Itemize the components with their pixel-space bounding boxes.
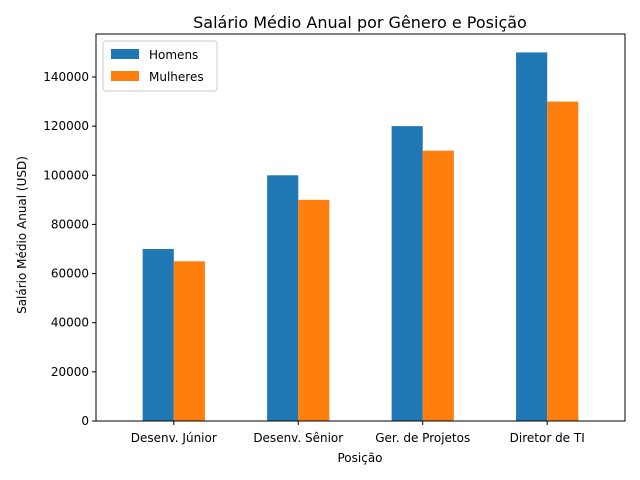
x-tick-label: Diretor de TI xyxy=(510,431,585,445)
bar-mulheres-1 xyxy=(298,199,330,421)
y-tick-label: 100000 xyxy=(43,168,89,182)
y-tick-label: 20000 xyxy=(51,365,89,379)
bar-mulheres-3 xyxy=(547,101,579,422)
x-tick-label: Desenv. Sênior xyxy=(253,431,343,445)
chart-title: Salário Médio Anual por Gênero e Posição xyxy=(193,13,527,32)
y-tick-label: 0 xyxy=(81,414,89,428)
x-tick-label: Ger. de Projetos xyxy=(375,431,470,445)
y-tick-label: 80000 xyxy=(51,217,89,231)
x-axis-label: Posição xyxy=(337,451,382,465)
y-tick-label: 40000 xyxy=(51,316,89,330)
bar-homens-2 xyxy=(391,126,423,422)
y-axis: 0 20000 40000 60000 80000 100000 120000 140000 xyxy=(43,70,96,428)
legend-label-mulheres: Mulheres xyxy=(149,70,204,84)
x-axis: Desenv. Júnior Desenv. Sênior Ger. de Proj… xyxy=(131,421,585,445)
y-axis-label: Salário Médio Anual (USD) xyxy=(15,156,29,314)
legend-swatch-homens xyxy=(111,49,139,59)
y-tick-label: 60000 xyxy=(51,267,89,281)
legend-swatch-mulheres xyxy=(111,71,139,81)
y-tick-label: 140000 xyxy=(43,70,89,84)
legend: Homens Mulheres xyxy=(102,40,218,92)
plot-frame xyxy=(95,33,626,422)
legend-label-homens: Homens xyxy=(149,48,198,62)
bar-homens-0 xyxy=(142,249,174,421)
bars-layer xyxy=(142,52,579,422)
bar-homens-1 xyxy=(267,175,299,421)
y-tick-label: 120000 xyxy=(43,119,89,133)
x-tick-label: Desenv. Júnior xyxy=(131,431,217,445)
bar-mulheres-2 xyxy=(422,150,454,421)
bar-homens-3 xyxy=(516,52,548,422)
bar-mulheres-0 xyxy=(173,261,205,421)
